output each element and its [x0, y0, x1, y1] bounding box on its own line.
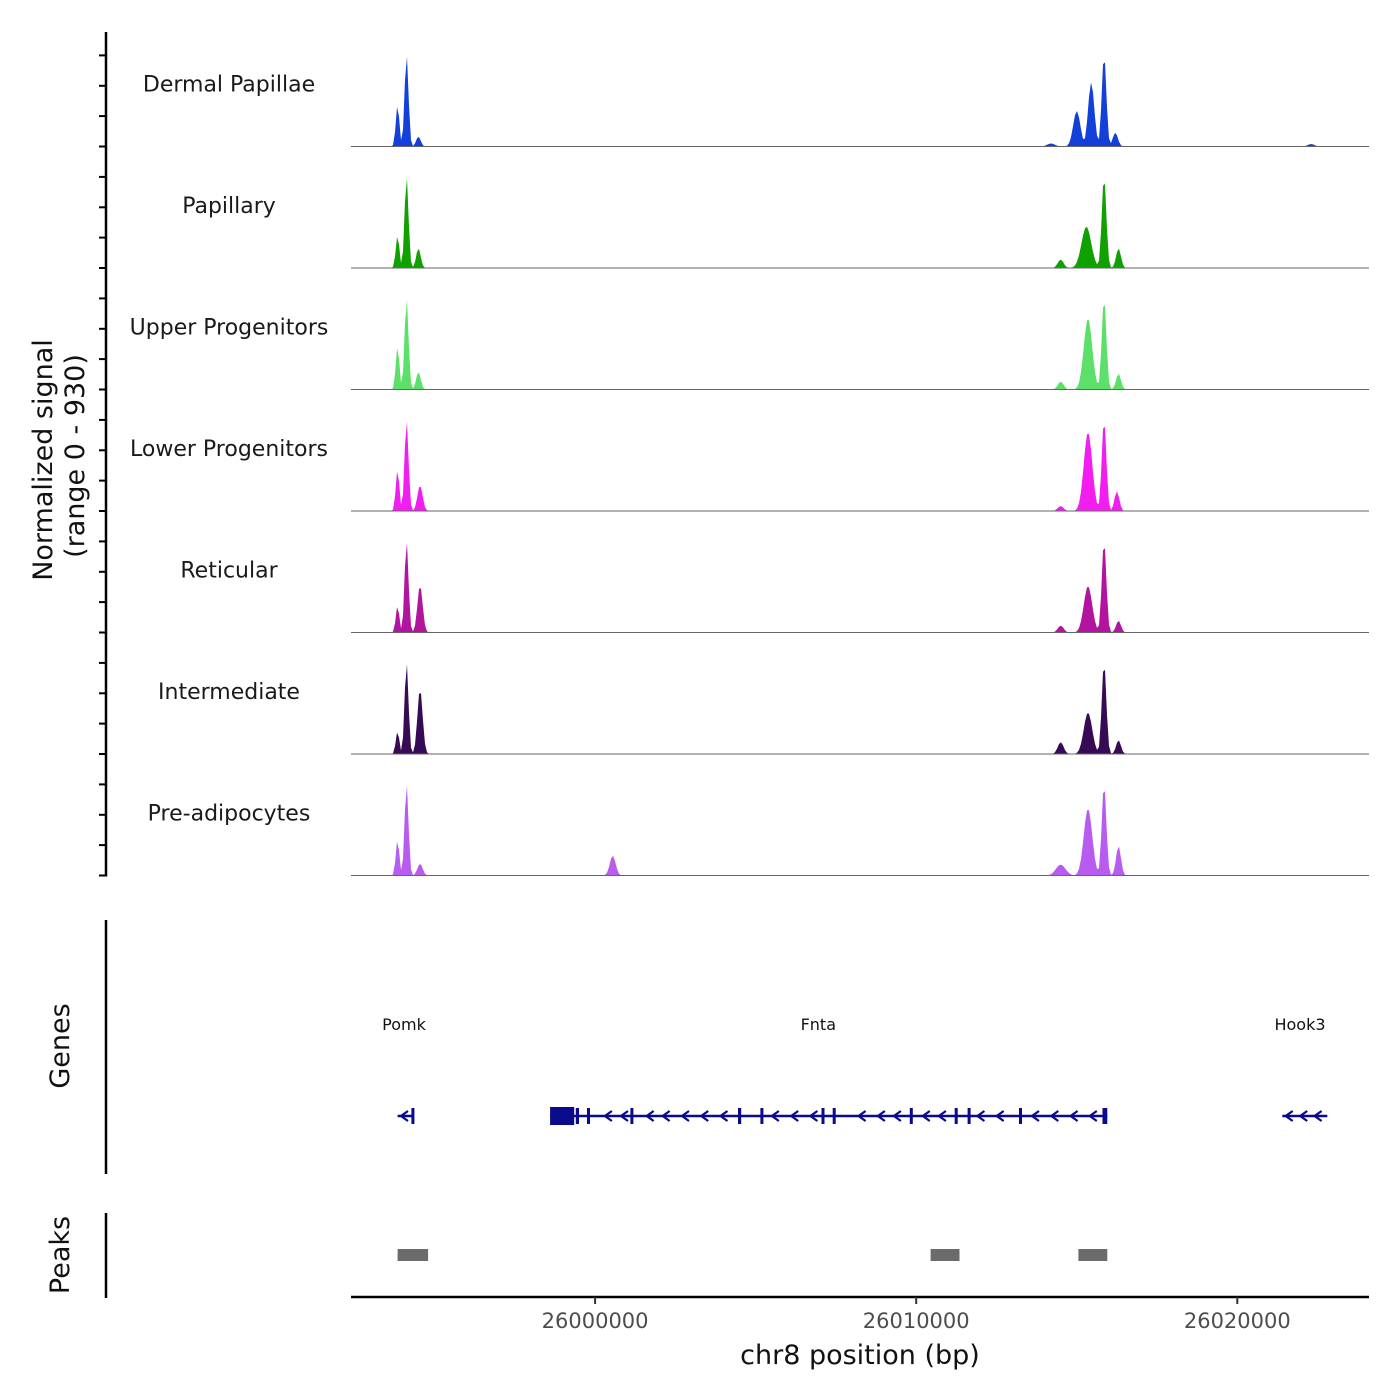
- strand-arrow: [770, 1110, 780, 1122]
- strand-arrow: [1283, 1110, 1294, 1122]
- signal-area-intermediate: [351, 664, 1369, 754]
- track-label: Lower Progenitors: [130, 437, 328, 462]
- gene-label: Pomk: [382, 1015, 426, 1034]
- track-label: Intermediate: [158, 680, 300, 705]
- gene-label: Hook3: [1274, 1015, 1325, 1034]
- coverage-tracks: Dermal Papillae Papillary Upper Progenitor…: [130, 56, 1369, 876]
- strand-arrow: [1049, 1110, 1059, 1122]
- strand-arrow: [1068, 1110, 1079, 1122]
- strand-arrow: [660, 1110, 671, 1122]
- gene-fnta: Fnta: [550, 1015, 1108, 1125]
- signal-area-papillary: [351, 178, 1369, 268]
- strand-arrow: [892, 1110, 902, 1122]
- strand-arrow: [808, 1110, 819, 1122]
- y-axis-title: Normalized signal: [28, 339, 59, 581]
- strand-arrow: [920, 1110, 931, 1122]
- track-pre-adipocytes: Pre-adipocytes: [148, 785, 1369, 876]
- x-tick-label: 26000000: [542, 1309, 649, 1333]
- track-label: Dermal Papillae: [143, 73, 315, 98]
- x-tick-label: 26020000: [1184, 1309, 1291, 1333]
- peak-region: [1078, 1249, 1108, 1261]
- gene-exon: [909, 1108, 913, 1124]
- track-label: Papillary: [182, 194, 276, 219]
- strand-arrow: [1298, 1110, 1308, 1122]
- genes-axis-title: Genes: [45, 1003, 76, 1088]
- gene-exon: [760, 1108, 764, 1124]
- signal-axis: [99, 32, 108, 877]
- gene-label: Fnta: [801, 1015, 836, 1034]
- strand-arrow: [1030, 1110, 1040, 1122]
- track-dermal-papillae: Dermal Papillae: [143, 56, 1369, 147]
- track-label: Upper Progenitors: [130, 316, 329, 341]
- strand-arrow: [876, 1110, 886, 1122]
- track-papillary: Papillary: [182, 178, 1369, 269]
- gene-exon: [738, 1108, 742, 1124]
- strand-arrow: [937, 1110, 947, 1122]
- track-upper-progenitors: Upper Progenitors: [130, 299, 1369, 390]
- gene-exon: [1102, 1108, 1108, 1124]
- x-tick-label: 26010000: [863, 1309, 970, 1333]
- peak-track: [397, 1249, 1108, 1261]
- strand-arrow: [399, 1110, 409, 1122]
- gene-exon: [411, 1108, 415, 1124]
- strand-arrow: [789, 1110, 799, 1122]
- gene-track: Pomk Fnta Hook3: [382, 1015, 1328, 1125]
- strand-arrow: [856, 1110, 867, 1122]
- peaks-axis-title: Peaks: [45, 1216, 76, 1294]
- gene-exon: [1019, 1108, 1022, 1124]
- gene-exon: [832, 1108, 836, 1124]
- x-axis-title: chr8 position (bp): [740, 1340, 980, 1371]
- strand-arrow: [644, 1110, 655, 1122]
- strand-arrow: [718, 1110, 729, 1122]
- x-axis: 26000000 26010000 26020000: [542, 1297, 1291, 1333]
- strand-arrow: [1087, 1110, 1098, 1122]
- track-reticular: Reticular: [180, 542, 1369, 633]
- gene-exon: [587, 1108, 590, 1124]
- gene-exon: [967, 1108, 971, 1124]
- gene-pomk: Pomk: [382, 1015, 427, 1124]
- strand-arrow: [680, 1110, 690, 1122]
- strand-arrow: [699, 1110, 709, 1122]
- y-axis-title-range: (range 0 - 930): [60, 354, 91, 558]
- peak-region: [397, 1249, 429, 1261]
- gene-exon: [630, 1108, 634, 1124]
- signal-area-dermal-papillae: [351, 56, 1369, 147]
- strand-arrow: [619, 1110, 629, 1122]
- signal-area-lower-progenitors: [351, 421, 1369, 511]
- signal-area-pre-adipocytes: [351, 785, 1369, 876]
- track-lower-progenitors: Lower Progenitors: [130, 421, 1369, 512]
- strand-arrow: [603, 1110, 613, 1122]
- gene-exon: [954, 1108, 958, 1124]
- track-intermediate: Intermediate: [158, 664, 1369, 755]
- strand-arrow: [975, 1110, 986, 1122]
- gene-exon: [821, 1108, 825, 1124]
- track-label: Reticular: [180, 559, 278, 584]
- signal-area-upper-progenitors: [351, 299, 1369, 390]
- signal-area-reticular: [351, 542, 1369, 633]
- gene-hook3: Hook3: [1274, 1015, 1328, 1122]
- strand-arrow: [994, 1110, 1005, 1122]
- strand-arrow: [1312, 1110, 1323, 1122]
- gene-exon: [550, 1107, 575, 1125]
- gene-exon: [575, 1108, 579, 1124]
- peak-region: [930, 1249, 960, 1261]
- track-label: Pre-adipocytes: [148, 802, 311, 827]
